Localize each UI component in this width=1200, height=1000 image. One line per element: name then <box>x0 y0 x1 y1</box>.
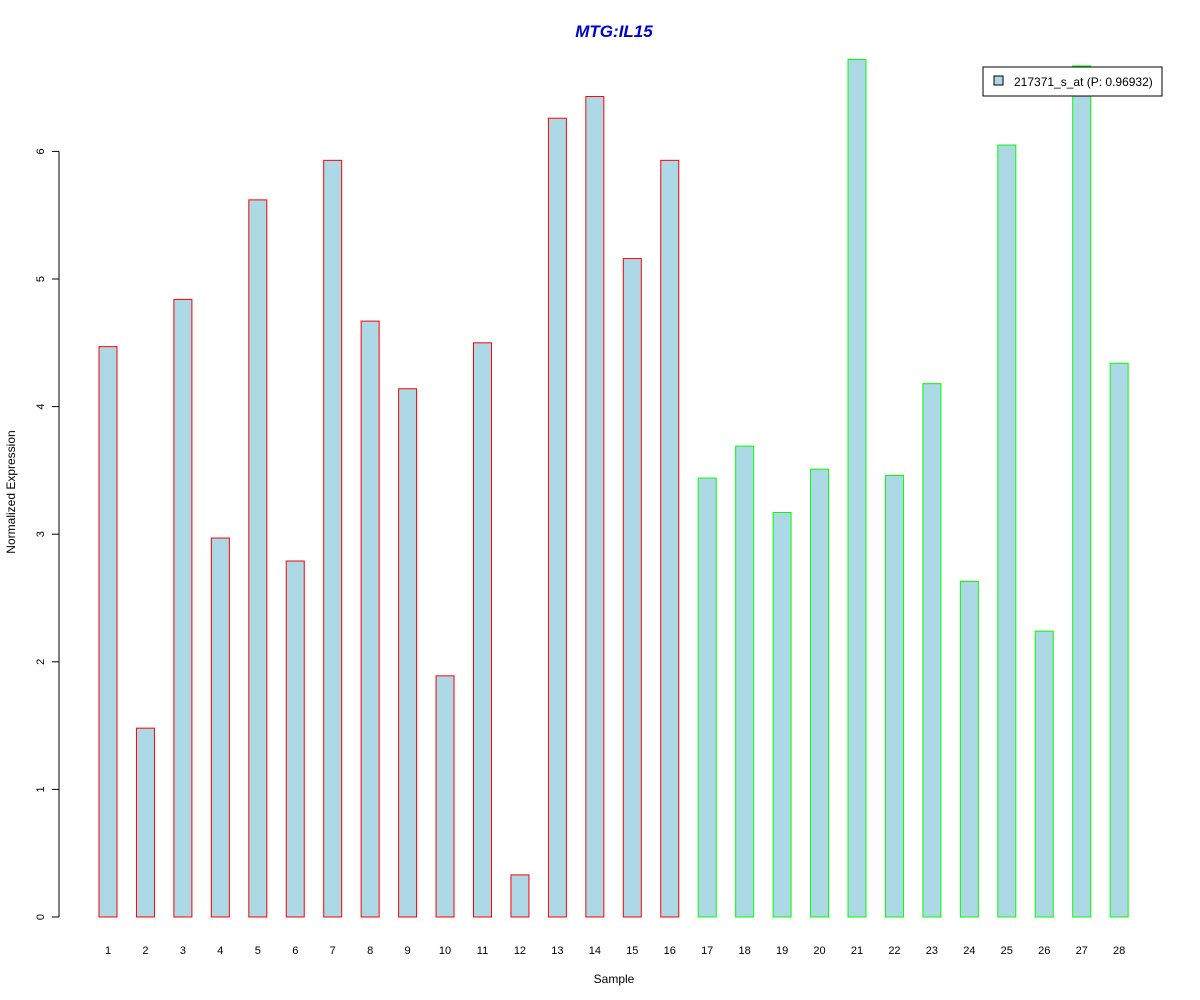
bar-19 <box>772 512 792 918</box>
x-tick-labels: 1 2 3 4 5 6 7 8 9 10 11 12 13 14 15 16 17 18 19 20 21 22 23 24 2… <box>105 945 1125 957</box>
bar-25 <box>997 144 1017 918</box>
legend-label: 217371_s_at (P: 0.96932) <box>1014 75 1153 89</box>
bar-5 <box>248 199 268 918</box>
bar-21 <box>847 59 867 918</box>
x-tick-label: 15 <box>626 945 638 957</box>
x-tick-label: 6 <box>292 945 298 957</box>
x-tick-label: 5 <box>255 945 261 957</box>
x-tick-label: 4 <box>217 945 223 957</box>
legend-box <box>982 66 1163 97</box>
x-tick-label: 21 <box>851 945 863 957</box>
bar-27 <box>1072 65 1092 918</box>
x-tick-label: 18 <box>739 945 751 957</box>
bar-15 <box>622 258 642 918</box>
y-tick-label: 2 <box>35 659 47 665</box>
x-tick-label: 14 <box>589 945 601 957</box>
x-tick-label: 8 <box>367 945 373 957</box>
x-tick-label: 13 <box>551 945 563 957</box>
bar-20 <box>810 468 830 918</box>
chart-title: MTG:IL15 <box>575 22 653 41</box>
x-tick-label: 25 <box>1001 945 1013 957</box>
x-tick-label: 11 <box>477 945 488 957</box>
y-axis: 0 1 2 3 4 5 6 <box>35 148 60 920</box>
x-tick-label: 26 <box>1038 945 1050 957</box>
y-tick-label: 1 <box>35 786 47 792</box>
x-tick-label: 28 <box>1113 945 1125 957</box>
bar-28 <box>1109 362 1129 918</box>
y-tick-label: 4 <box>35 404 47 410</box>
bar-16 <box>660 159 680 918</box>
bars <box>98 59 1129 918</box>
bar-17 <box>697 477 717 918</box>
bar-11 <box>473 342 492 918</box>
x-tick-label: 19 <box>776 945 788 957</box>
bar-2 <box>135 727 155 918</box>
bar-1 <box>98 346 118 918</box>
bar-10 <box>435 675 455 918</box>
x-tick-label: 9 <box>405 945 411 957</box>
x-tick-label: 3 <box>180 945 186 957</box>
legend: 217371_s_at (P: 0.96932) <box>982 66 1163 97</box>
x-tick-label: 7 <box>330 945 336 957</box>
bar-22 <box>884 475 904 918</box>
bar-12 <box>510 874 530 918</box>
x-tick-label: 16 <box>664 945 676 957</box>
y-tick-label: 6 <box>35 148 47 154</box>
bar-9 <box>398 388 418 918</box>
bar-23 <box>922 383 942 918</box>
x-tick-label: 24 <box>963 945 975 957</box>
bar-24 <box>959 580 979 918</box>
bar-18 <box>735 445 755 918</box>
bar-4 <box>210 537 230 918</box>
bar-13 <box>547 117 567 918</box>
x-tick-label: 1 <box>105 945 111 957</box>
y-tick-label: 0 <box>35 914 47 920</box>
bar-6 <box>285 560 305 918</box>
y-tick-label: 3 <box>35 531 47 537</box>
bar-14 <box>585 96 605 918</box>
x-tick-label: 12 <box>514 945 526 957</box>
y-axis-label: Normalized Expression <box>4 430 18 553</box>
bar-8 <box>360 320 380 918</box>
bar-3 <box>173 298 193 918</box>
x-tick-label: 23 <box>926 945 938 957</box>
x-tick-label: 20 <box>813 945 825 957</box>
bar-26 <box>1034 630 1054 918</box>
x-tick-label: 17 <box>701 945 713 957</box>
x-tick-label: 10 <box>439 945 451 957</box>
x-tick-label: 27 <box>1076 945 1088 957</box>
x-axis-label: Sample <box>594 972 635 986</box>
x-tick-label: 2 <box>142 945 148 957</box>
bar-7 <box>323 159 343 918</box>
y-tick-label: 5 <box>35 276 47 282</box>
legend-swatch <box>993 75 1004 86</box>
x-tick-label: 22 <box>888 945 900 957</box>
